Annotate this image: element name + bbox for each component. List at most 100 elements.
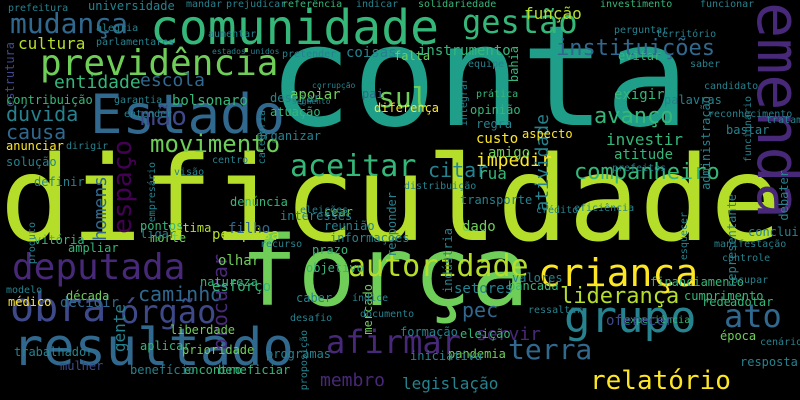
cloud-word: garantia <box>114 95 163 106</box>
cloud-word: afirmar <box>326 323 461 361</box>
cloud-word: estados_unidos <box>212 47 280 56</box>
cloud-word: médico <box>8 295 52 309</box>
cloud-word: pai <box>362 87 384 101</box>
cloud-word: solidariedade <box>418 0 497 10</box>
cloud-word: território <box>656 29 717 40</box>
cloud-word: integrar <box>459 78 470 127</box>
cloud-word: legislação <box>402 374 499 393</box>
cloud-word: atitude <box>614 147 674 163</box>
cloud-word: debater <box>777 170 791 221</box>
cloud-word: desafio <box>290 313 333 324</box>
cloud-word: anunciar <box>6 139 64 153</box>
cloud-word: valores <box>512 271 563 285</box>
cloud-word: morte <box>150 231 187 245</box>
cloud-word: referência <box>282 0 343 10</box>
cloud-word: coisas <box>346 45 397 61</box>
cloud-word: grupo <box>564 292 697 343</box>
cloud-word: controle <box>722 253 771 264</box>
cloud-word: interesses <box>280 209 353 223</box>
cloud-word: eleições <box>300 205 349 216</box>
cloud-word: funcionar <box>700 0 755 10</box>
cloud-word: oferecer <box>606 313 674 329</box>
cloud-word: programas <box>266 347 332 361</box>
cloud-word: cultura <box>18 34 86 53</box>
cloud-word: documento <box>360 309 415 320</box>
cloud-word: bancada <box>508 279 559 293</box>
cloud-word: crédito <box>536 205 579 216</box>
cloud-word: indústria <box>441 228 455 294</box>
cloud-word: prejudicar <box>226 0 287 10</box>
cloud-word: resposta <box>740 355 798 369</box>
cloud-word: cenário <box>760 337 800 348</box>
cloud-word: distribuição <box>404 181 477 192</box>
cloud-word: amigo <box>488 145 531 161</box>
cloud-word: categoria <box>257 110 268 165</box>
cloud-word: impedir <box>476 150 552 171</box>
cloud-word: empresário <box>147 162 158 223</box>
cloud-word: citar <box>428 158 489 182</box>
cloud-word: Estado <box>90 83 286 146</box>
cloud-word: informações <box>330 231 410 245</box>
cloud-word: equipe <box>468 59 505 70</box>
cloud-word: deputada <box>12 247 186 288</box>
cloud-word: índice <box>352 293 389 304</box>
cloud-word: prioridade <box>182 343 255 357</box>
cloud-word: instrumento <box>418 43 511 59</box>
cloud-word: conta <box>268 0 690 159</box>
cloud-word: aspecto <box>522 127 573 141</box>
cloud-word: contribuição <box>6 93 93 107</box>
cloud-word: terra <box>508 333 593 366</box>
cloud-word: ocupar <box>732 275 769 286</box>
cloud-word: função <box>524 4 582 23</box>
cloud-word: falta <box>394 49 431 63</box>
cloud-word: vitória <box>34 233 85 247</box>
cloud-word: transporte <box>460 193 533 207</box>
cloud-word: escola <box>140 70 206 91</box>
cloud-word: exigir <box>614 87 665 103</box>
cloud-word: parlamentares <box>96 37 175 48</box>
cloud-word: perguntar <box>614 25 669 36</box>
cloud-word: dirigir <box>66 141 109 152</box>
cloud-word: obra <box>10 285 107 331</box>
cloud-word: centro <box>212 155 249 166</box>
cloud-word: pretender <box>282 49 337 60</box>
cloud-word: rede <box>702 295 731 309</box>
cloud-word: atuação <box>270 105 321 119</box>
cloud-word: trabalhador <box>14 345 94 359</box>
cloud-word: experiência <box>624 315 691 326</box>
cloud-word: homens <box>90 176 111 242</box>
cloud-word: esforço <box>212 279 272 295</box>
cloud-word: prazo <box>312 243 349 257</box>
cloud-word: dado <box>462 219 496 235</box>
cloud-word: custo <box>476 131 519 147</box>
cloud-word: tratamento <box>766 115 800 126</box>
cloud-word: definir <box>34 175 85 189</box>
cloud-word: financiamento <box>650 275 744 289</box>
cloud-word: reconhecimento <box>708 109 793 120</box>
cloud-word: comunidade <box>150 0 439 56</box>
cloud-word: membro <box>320 370 386 391</box>
cloud-word: concluir <box>748 225 800 239</box>
cloud-word: força <box>240 216 529 328</box>
cloud-word: adotar <box>730 295 774 309</box>
cloud-word: manifestação <box>714 239 787 250</box>
cloud-word: iniciativa <box>410 349 483 363</box>
cloud-word: saber <box>690 59 721 70</box>
cloud-word: beneficiar <box>218 363 291 377</box>
cloud-word: época <box>720 329 757 343</box>
cloud-word: sul <box>378 81 429 114</box>
cloud-word: reunião <box>324 219 375 233</box>
cloud-word: encontro <box>184 363 242 377</box>
cloud-word: caminho <box>138 282 223 306</box>
cloud-word: objetivo <box>306 261 364 275</box>
cloud-word: prefeitura <box>8 3 69 14</box>
cloud-word: dúvida <box>6 102 79 126</box>
cloud-word: aceitar <box>290 149 417 184</box>
cloud-word: diferença <box>374 101 440 115</box>
cloud-word: aplicar <box>140 339 191 353</box>
cloud-word: visão <box>174 167 205 178</box>
cloud-word: universidade <box>88 0 175 13</box>
cloud-word: espaço <box>108 140 138 234</box>
cloud-word: aumentar <box>208 29 257 40</box>
